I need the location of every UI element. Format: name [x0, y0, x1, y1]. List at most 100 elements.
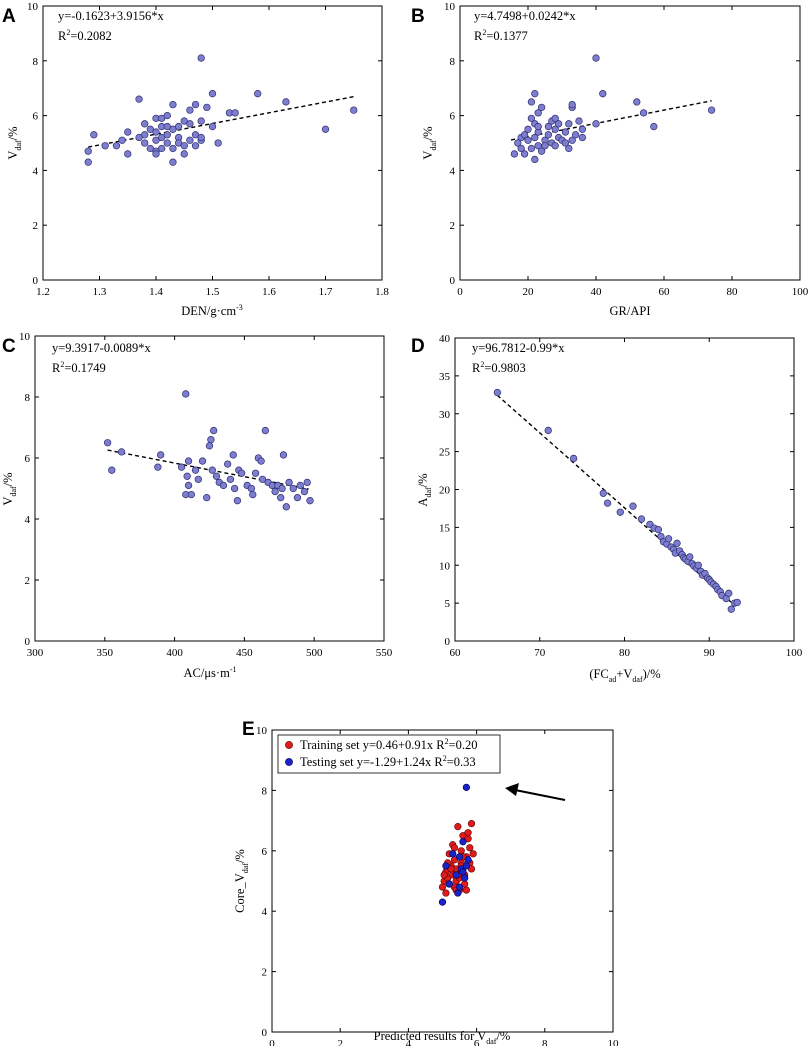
panel-a-data-point [157, 144, 166, 153]
panel-d-y-tick-label: 15 [439, 522, 451, 534]
panel-a-data-point [152, 128, 160, 136]
panel-c-data-point [219, 481, 228, 490]
panel-d-data-point [637, 515, 646, 523]
panel-c-y-ticks: 0 2 4 6 8 10 [19, 331, 384, 648]
panel-b-y-tick-label: 6 [450, 111, 456, 123]
panel-a-data-point [101, 142, 109, 150]
panel-a-data-point [152, 150, 160, 158]
panel-a-data-point [197, 117, 205, 125]
panel-c-x-tick-label: 400 [166, 647, 183, 659]
panel-a-data-point [191, 100, 200, 109]
panel-b-data-point [599, 90, 607, 98]
panel-b-y-tick-label: 10 [444, 1, 456, 13]
panel-b-data-point [575, 117, 583, 125]
panel-b-x-tick-label: 20 [523, 286, 535, 298]
panel-c-data-point [184, 457, 193, 465]
panel-b-points [510, 54, 716, 164]
panel-b-data-point [551, 114, 559, 122]
panel-d-data-point [603, 499, 612, 507]
panel-d-data-point [599, 489, 607, 497]
testing-point [464, 856, 472, 864]
panel-a-data-point [163, 111, 171, 120]
panel-e-y-tick-label: 4 [262, 906, 268, 918]
testing-point [459, 868, 467, 876]
panel-a-data-point [112, 142, 121, 150]
panel-c-trendline [107, 449, 309, 490]
training-point [467, 820, 476, 828]
panel-c-data-point [198, 457, 207, 465]
panel-d-data-point [664, 535, 673, 543]
panel-d-r2: R2=0.9803 [472, 360, 526, 375]
panel-e-x-ticks: 0 2 4 6 8 10 [269, 730, 619, 1046]
panel-c-x-tick-label: 550 [376, 647, 393, 659]
panel-b-data-point [551, 142, 559, 150]
panel-a-x-tick-label: 1.7 [319, 286, 333, 298]
panel-d-x-ticks: 60 70 80 90 100 [450, 338, 803, 659]
panel-b-data-point [531, 133, 539, 142]
panel-e-label: E [242, 719, 255, 740]
panel-a-data-point [163, 131, 171, 139]
panel-d-x-tick-label: 100 [786, 647, 803, 659]
panel-b-data-point [537, 103, 546, 112]
panel-b-data-point [565, 120, 573, 128]
panel-c-data-point [261, 426, 269, 435]
panel-b-data-point [639, 109, 648, 117]
panel-c-data-point [187, 490, 196, 499]
panel-b-frame [459, 5, 801, 281]
panel-b-data-point [571, 131, 580, 139]
panel-c-y-label: Vdaf/% [1, 472, 18, 505]
panel-a-equation: y=-0.1623+3.9156*x [58, 9, 165, 23]
testing-point [445, 880, 453, 888]
panel-b-x-tick-label: 0 [457, 286, 463, 298]
panel-c-data-point [306, 497, 314, 505]
panel-a-r2: R2=0.2082 [58, 28, 112, 43]
training-point [450, 844, 459, 852]
panel-d-equation: y=96.7812-0.99*x [472, 341, 565, 355]
panel-a-data-point [169, 158, 177, 166]
panel-c-frame [34, 335, 385, 642]
panel-c-data-point [117, 448, 126, 456]
panel-b-data-point [514, 139, 522, 147]
panel-d-x-tick-label: 90 [704, 647, 716, 659]
panel-c-data-point [237, 469, 246, 477]
panel-b-data-point [544, 122, 553, 131]
panel-a-data-point [180, 150, 188, 158]
panel-a-data-point [282, 98, 290, 106]
panel-c-data-point [300, 487, 309, 496]
panel-a-y-tick-label: 6 [33, 111, 39, 123]
panel-c-y-tick-label: 10 [19, 331, 31, 343]
panel-c-data-point [282, 503, 290, 511]
panel-e-y-tick-label: 6 [262, 846, 268, 858]
panel-c-data-point [285, 478, 293, 487]
panel-c-data-point [296, 481, 304, 490]
panel-a-y-tick-label: 4 [33, 165, 39, 177]
panel-a-data-point [321, 125, 330, 133]
panel-d-data-point [493, 388, 502, 397]
panel-c-x-label: AC/μs·m-1 [184, 665, 237, 680]
panel-a-label: A [2, 6, 16, 27]
panel-d-label: D [411, 336, 425, 357]
panel-e-x-tick-label: 0 [269, 1038, 275, 1046]
panel-a-y-ticks: 0 2 4 6 8 10 [27, 1, 382, 287]
panel-c-r2: R2=0.1749 [52, 360, 106, 375]
panel-d-y-tick-label: 5 [445, 598, 451, 610]
panel-c-data-point [212, 472, 221, 480]
panel-a-data-point [208, 90, 217, 98]
panel-d-y-ticks: 0 5 10 15 20 25 30 35 40 [439, 333, 794, 648]
panel-a-y-tick-label: 10 [27, 1, 39, 13]
panel-d-y-tick-label: 25 [439, 447, 451, 459]
panel-a-data-point [118, 136, 126, 144]
panel-b-data-point [517, 144, 525, 153]
panel-d-data-point [727, 605, 735, 613]
panel-d-y-tick-label: 10 [439, 560, 451, 572]
panel-b-x-tick-label: 100 [792, 286, 809, 298]
training-point [438, 883, 447, 891]
panel-b: B 0 20 40 60 80 100 0 2 4 6 8 10 y=4.7498+0.0242*x… [411, 1, 809, 318]
panel-c-data-point [229, 451, 237, 459]
panel-c-y-tick-label: 6 [25, 453, 31, 465]
panel-d-data-point [673, 539, 681, 547]
panel-b-data-point [541, 142, 549, 150]
panel-a-data-point [208, 122, 217, 131]
panel-e-x-tick-label: 2 [337, 1038, 343, 1046]
panel-c-label: C [2, 336, 16, 357]
